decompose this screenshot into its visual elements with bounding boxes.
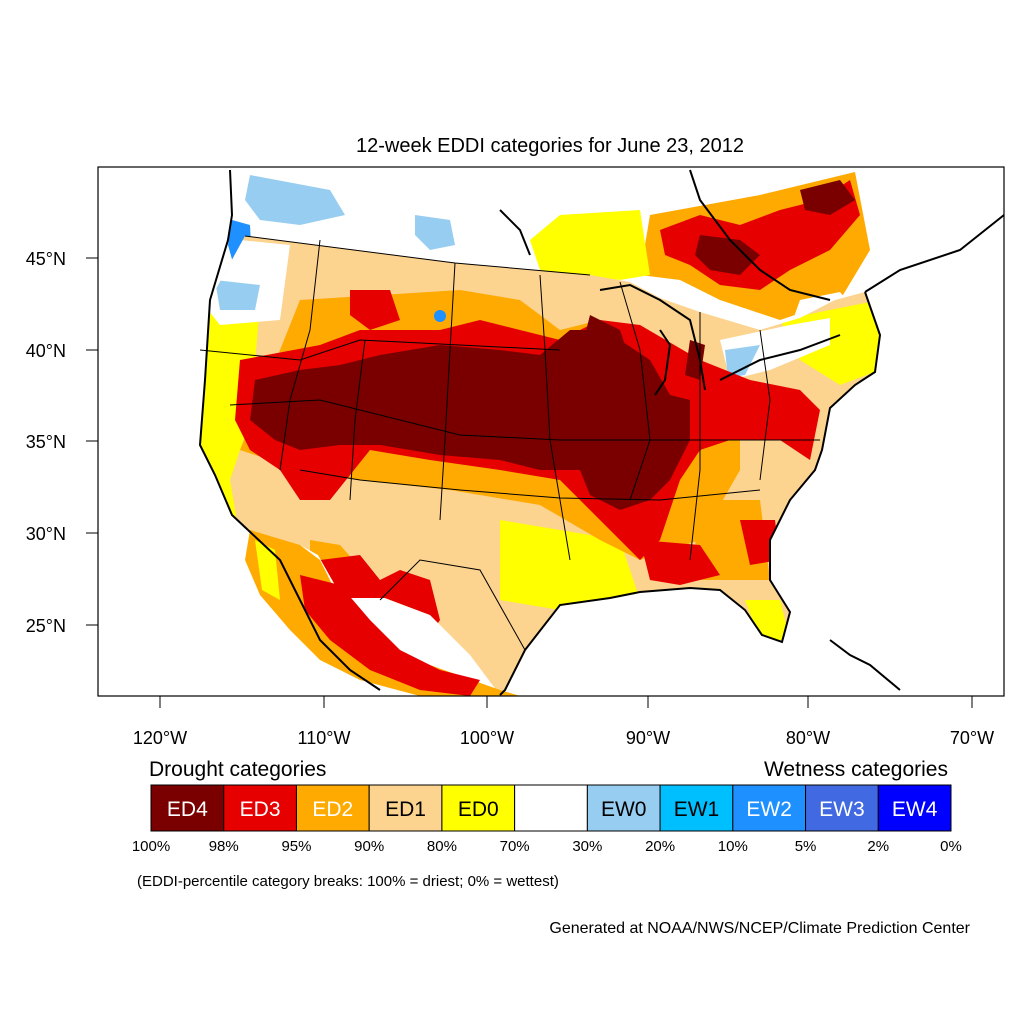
conus-fields (200, 236, 880, 695)
legend-cell: ED2 (295, 784, 370, 832)
legend-break-label: 90% (354, 838, 384, 855)
legend-break-label: 20% (645, 838, 675, 855)
legend-label: EW2 (746, 798, 792, 821)
legend-break-label: 5% (795, 838, 817, 855)
lon-label: 80°W (786, 728, 830, 748)
legend-break-label: 2% (867, 838, 889, 855)
legend-swatch (805, 784, 879, 832)
legend-label: EW3 (819, 798, 865, 821)
drought-heading: Drought categories (149, 758, 326, 781)
lat-label: 35°N (26, 432, 66, 452)
legend-label: EW0 (601, 798, 647, 821)
legend-swatch (441, 784, 516, 832)
legend-break-label: 100% (132, 838, 170, 855)
lat-label: 45°N (26, 249, 66, 269)
map-frame (97, 166, 1005, 697)
legend-colorbar: ED4 ED3 ED2 ED1 ED0 EW0 EW1 EW2 EW3 EW4 (150, 784, 952, 832)
legend-label: ED1 (385, 798, 426, 821)
legend-label: ED2 (312, 798, 353, 821)
legend-cell: EW2 (732, 784, 807, 832)
legend-break-label: 95% (281, 838, 311, 855)
legend-swatch (877, 784, 952, 832)
legend-cell (514, 784, 588, 832)
legend-label: EW1 (674, 798, 720, 821)
wetness-heading: Wetness categories (764, 758, 948, 781)
lon-label: 110°W (298, 728, 351, 748)
lon-label: 90°W (626, 728, 670, 748)
legend-cell: EW4 (877, 784, 952, 832)
lon-label: 70°W (950, 728, 994, 748)
lat-label: 25°N (26, 616, 66, 636)
legend-cell: EW0 (586, 784, 661, 832)
coastline (198, 169, 1004, 696)
legend-cell: EW1 (659, 784, 734, 832)
legend-cell: ED0 (441, 784, 516, 832)
category-note: (EDDI-percentile category breaks: 100% =… (137, 873, 559, 890)
legend-swatch (514, 784, 588, 832)
legend-swatch (368, 784, 443, 832)
legend-cell: ED3 (223, 784, 297, 832)
legend-break-label: 70% (500, 838, 530, 855)
map-title: 12-week EDDI categories for June 23, 201… (356, 135, 744, 157)
legend-label: EW4 (892, 798, 938, 821)
credit-line: Generated at NOAA/NWS/NCEP/Climate Predi… (549, 920, 970, 937)
lat-label: 40°N (26, 341, 66, 361)
legend-label: ED4 (167, 798, 208, 821)
legend-breaks: 100% 98% 95% 90% 80% 70% 30% 20% 10% 5% 2% 0% (132, 838, 962, 855)
legend-cell: ED1 (368, 784, 443, 832)
legend-break-label: 10% (718, 838, 748, 855)
lat-label: 30°N (26, 524, 66, 544)
legend-swatch (150, 784, 225, 832)
legend-cell: ED4 (150, 784, 225, 832)
legend-break-label: 30% (572, 838, 602, 855)
legend-cell: EW3 (805, 784, 879, 832)
lon-axis: 120°W 110°W 100°W 90°W 80°W 70°W (133, 696, 994, 748)
lon-label: 100°W (460, 728, 514, 748)
eddi-map (198, 169, 1004, 696)
legend-label: ED3 (240, 798, 281, 821)
legend-label: ED0 (458, 798, 499, 821)
legend-break-label: 98% (209, 838, 239, 855)
legend-break-label: 0% (940, 838, 962, 855)
legend-swatch (295, 784, 370, 832)
legend: Drought categories Wetness categories ED… (132, 758, 962, 855)
legend-break-label: 80% (427, 838, 457, 855)
lon-label: 120°W (133, 728, 187, 748)
legend-swatch (659, 784, 734, 832)
lat-axis: 45°N 40°N 35°N 30°N 25°N (26, 249, 98, 636)
